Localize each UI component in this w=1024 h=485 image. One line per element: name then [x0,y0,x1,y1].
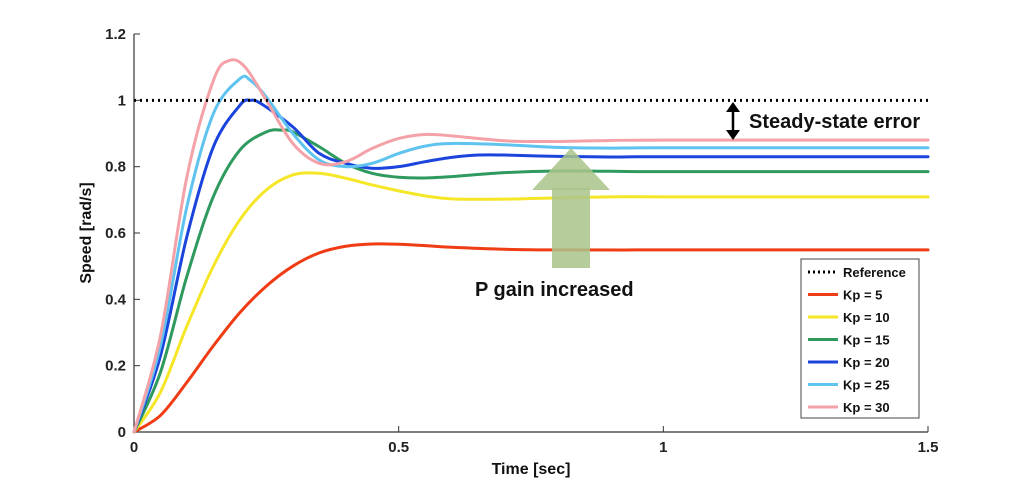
x-tick-label: 1.5 [918,439,939,456]
series-lines [132,58,930,434]
legend-label-kp-10: Kp = 10 [843,310,890,325]
series-line-kp-20 [132,98,930,434]
x-tick-label: 0.5 [388,439,409,456]
legend-label-kp-5: Kp = 5 [843,288,882,303]
legend-label-kp-25: Kp = 25 [843,378,890,393]
y-tick-label: 0.8 [105,159,126,176]
series-line-kp-10 [132,171,930,434]
y-tick-label: 0 [118,424,126,441]
legend-label-kp-30: Kp = 30 [843,400,890,415]
y-tick-label: 0.6 [105,225,126,242]
legend-label-reference: Reference [843,265,906,280]
x-tick-label: 1 [659,439,667,456]
legend-label-kp-15: Kp = 15 [843,333,890,348]
series-line-kp-25 [132,74,930,434]
y-tick-label: 0.2 [105,358,126,375]
axis-ticks: 0 0.2 0.4 0.6 0.8 1 1.2 0 0.5 1 1.5 [105,26,938,456]
steady-state-error-label: Steady-state error [749,111,920,133]
p-gain-increased-label: P gain increased [475,279,634,301]
legend-label-kp-20: Kp = 20 [843,355,890,370]
chart-legend: Reference Kp = 5 Kp = 10 Kp = 15 Kp = 20 Kp =… [800,258,920,419]
y-axis-label: Speed [rad/s] [78,182,95,283]
series-line-kp-30 [132,58,930,434]
y-tick-label: 0.4 [105,291,127,308]
x-tick-label: 0 [130,439,138,456]
y-tick-label: 1.2 [105,26,126,43]
series-line-kp-5 [132,242,930,434]
y-tick-label: 1 [118,92,126,109]
x-axis-label: Time [sec] [492,461,571,478]
steady-state-error-arrow-icon [726,102,740,140]
gain-arrow-icon [532,148,610,268]
